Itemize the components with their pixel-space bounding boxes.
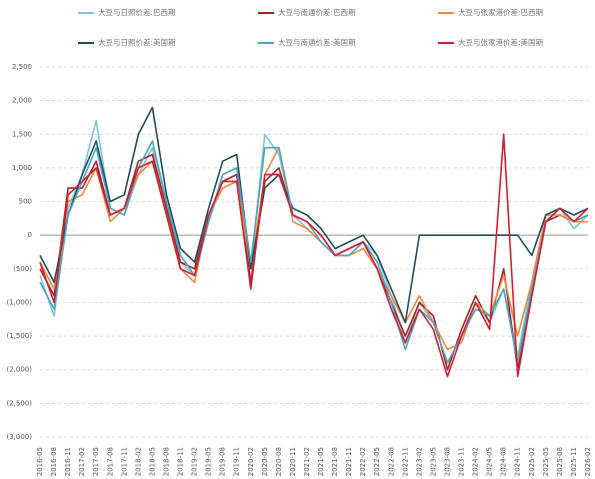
x-tick-label: 2021-08 (331, 447, 339, 476)
x-tick-label: 2025-11 (570, 447, 578, 476)
series-line (39, 106, 589, 324)
x-tick-label: 2022-08 (387, 447, 395, 476)
y-tick-label: (3,000) (6, 433, 32, 441)
y-tick-label: (2,000) (6, 366, 32, 374)
x-tick-label: 2024-05 (486, 447, 494, 476)
x-tick-label: 2022-05 (373, 447, 381, 476)
y-tick-label: 2,500 (12, 63, 32, 71)
x-tick-label: 2019-05 (205, 447, 213, 476)
x-tick-label: 2023-08 (443, 447, 451, 476)
x-tick-label: 2020-05 (261, 447, 269, 476)
x-tick-label: 2018-11 (177, 447, 185, 476)
x-tick-label: 2018-02 (134, 447, 142, 476)
legend-label: 大豆与南通价差:巴西期 (278, 7, 356, 17)
x-tick-label: 2019-02 (191, 447, 199, 476)
y-tick-label: (1,500) (6, 332, 32, 340)
x-tick-label: 2020-11 (289, 447, 297, 476)
x-tick-label: 2017-08 (106, 447, 114, 476)
x-tick-label: 2025-05 (542, 447, 550, 476)
y-tick-label: (500) (13, 265, 32, 273)
x-tick-label: 2016-08 (50, 447, 58, 476)
x-tick-label: 2020-08 (275, 447, 283, 476)
legend-label: 大豆与日照价差:巴西期 (98, 7, 176, 17)
x-tick-label: 2024-02 (472, 447, 480, 476)
x-tick-label: 2024-11 (514, 447, 522, 476)
x-tick-label: 2022-11 (401, 447, 409, 476)
x-tick-label: 2023-11 (458, 447, 466, 476)
x-tick-label: 2021-02 (303, 447, 311, 476)
x-tick-label: 2021-11 (345, 447, 353, 476)
x-tick-label: 2025-08 (556, 447, 564, 476)
y-tick-label: 500 (19, 198, 32, 206)
x-tick-label: 2025-02 (528, 447, 536, 476)
legend-label: 大豆与张家港价差:美国期 (458, 37, 543, 47)
x-tick-label: 2019-11 (233, 447, 241, 476)
x-tick-label: 2023-05 (429, 447, 437, 476)
x-tick-label: 2024-08 (500, 447, 508, 476)
x-tick-label: 2022-02 (359, 447, 367, 476)
x-tick-label: 2026-02 (584, 447, 592, 476)
x-tick-label: 2017-05 (92, 447, 100, 476)
legend-label: 大豆与日照价差:美国期 (98, 37, 176, 47)
x-tick-label: 2016-05 (36, 447, 44, 476)
x-tick-label: 2020-02 (247, 447, 255, 476)
legend-label: 大豆与南通价差:美国期 (278, 37, 356, 47)
x-tick-label: 2019-08 (219, 447, 227, 476)
x-tick-label: 2018-05 (148, 447, 156, 476)
y-tick-label: 2,000 (12, 97, 32, 105)
series-line (39, 133, 589, 378)
x-tick-label: 2018-08 (162, 447, 170, 476)
x-tick-label: 2016-11 (64, 447, 72, 476)
legend-label: 大豆与张家港价差:巴西期 (458, 7, 543, 17)
series-line (39, 153, 589, 371)
y-tick-label: 1,000 (12, 164, 32, 172)
y-tick-label: 0 (28, 231, 32, 239)
x-tick-label: 2017-02 (78, 447, 86, 476)
y-tick-label: (1,000) (6, 298, 32, 306)
series-line (39, 140, 589, 364)
y-tick-label: 1,500 (12, 130, 32, 138)
y-tick-label: (2,500) (6, 399, 32, 407)
x-tick-label: 2021-05 (317, 447, 325, 476)
x-tick-label: 2023-02 (415, 447, 423, 476)
x-tick-label: 2017-11 (120, 447, 128, 476)
